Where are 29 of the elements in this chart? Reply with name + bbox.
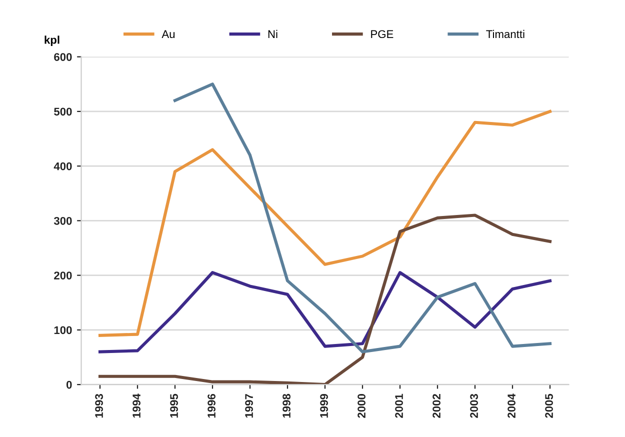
y-axis-title: kpl xyxy=(44,36,60,46)
legend-label: Timantti xyxy=(486,30,524,38)
x-tick-label: 2005 xyxy=(545,394,553,418)
line-series xyxy=(98,110,552,337)
y-tick-label: 500 xyxy=(54,108,72,116)
y-tick-label: 200 xyxy=(54,272,72,280)
x-tick-label: 1997 xyxy=(245,394,253,418)
line-series xyxy=(173,82,552,354)
legend-label: PGE xyxy=(371,30,394,38)
x-tick-label: 1996 xyxy=(208,394,216,418)
legend-label: Ni xyxy=(268,30,278,38)
line-series xyxy=(98,271,552,354)
x-tick-label: 1993 xyxy=(95,394,103,418)
line-series xyxy=(98,214,552,385)
x-tick-label: 2001 xyxy=(395,394,403,418)
y-tick-label: 600 xyxy=(54,53,72,61)
x-tick-label: 1995 xyxy=(170,394,178,418)
y-tick-label: 0 xyxy=(66,380,72,389)
x-tick-label: 1998 xyxy=(282,394,290,418)
x-tick-label: 2003 xyxy=(470,394,478,418)
x-tick-label: 2000 xyxy=(358,394,366,418)
x-tick-label: 2002 xyxy=(432,394,440,418)
x-tick-label: 2004 xyxy=(508,394,516,418)
x-tick-label: 1999 xyxy=(320,394,328,418)
y-tick-label: 100 xyxy=(54,326,72,334)
x-tick-label: 1994 xyxy=(132,394,140,418)
legend-label: Au xyxy=(162,30,175,38)
y-tick-label: 300 xyxy=(54,216,72,225)
y-tick-label: 400 xyxy=(54,162,72,170)
